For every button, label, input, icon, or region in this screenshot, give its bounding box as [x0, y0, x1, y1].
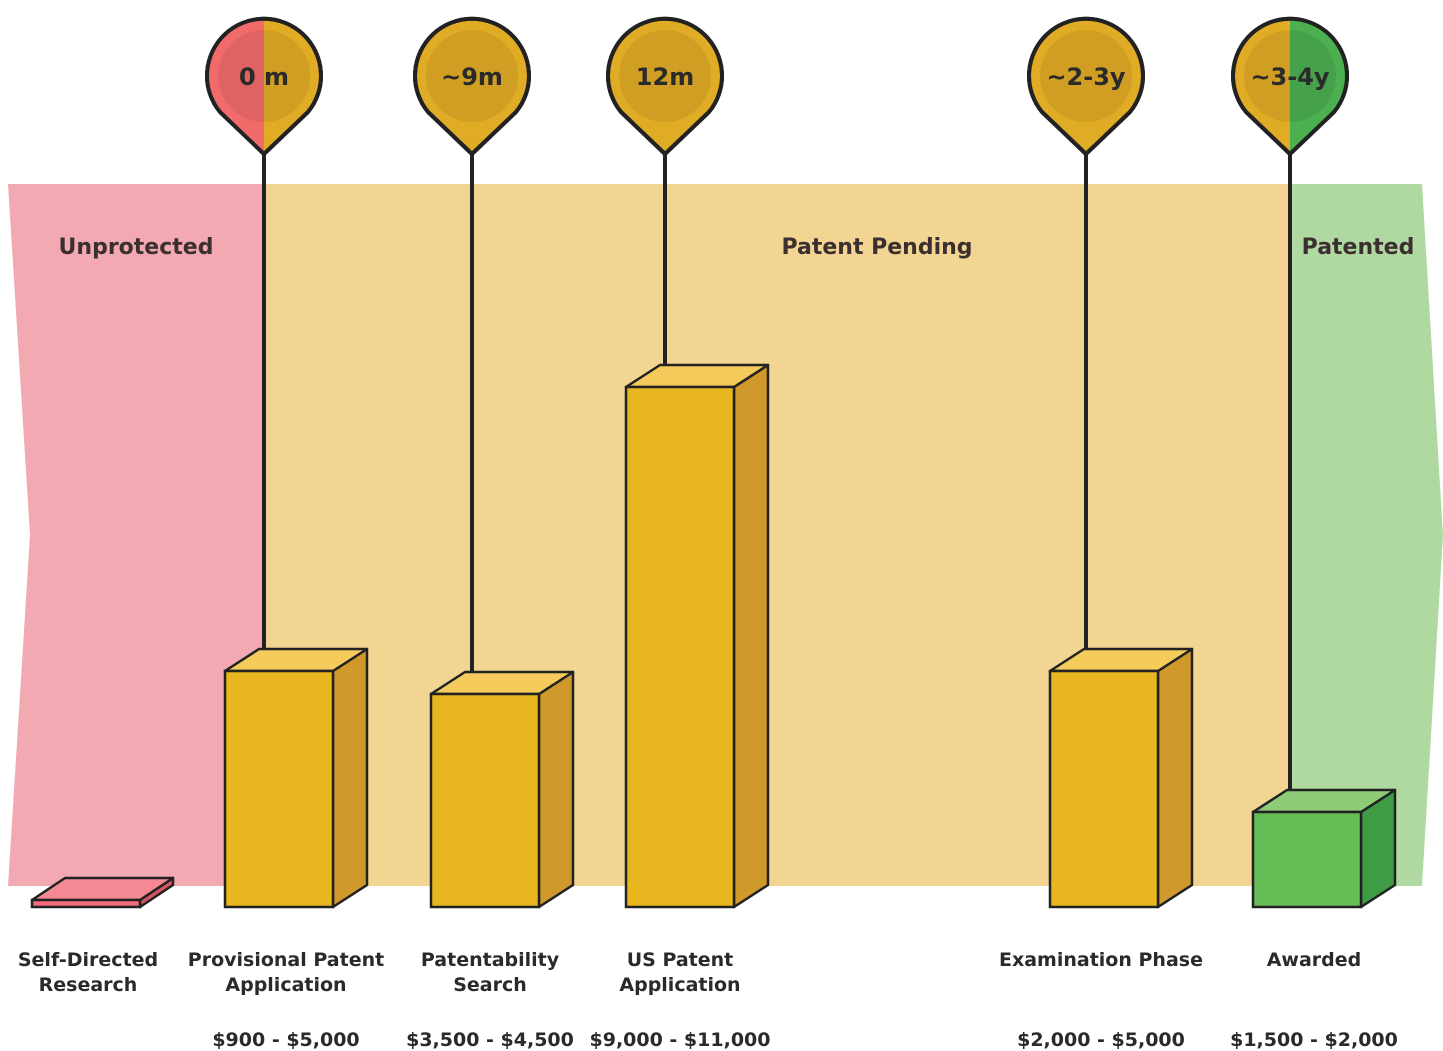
timeline-pin: ~3-4y [1231, 16, 1349, 157]
bar-patentability-search [429, 670, 575, 909]
bar-front [429, 692, 541, 909]
pin-time-label: 12m [636, 63, 694, 91]
bar-front [223, 669, 335, 909]
pin-inner-circle [619, 30, 711, 122]
bar-front [624, 385, 736, 909]
zone-backgrounds [8, 184, 1443, 886]
category-label: Patentability Search [421, 949, 560, 996]
zone-label-unprotected: Unprotected [59, 235, 214, 260]
timeline-pins: 0 m ~9m 12m ~2-3y ~3-4y [205, 16, 1349, 801]
pin-time-label: ~9m [441, 63, 503, 91]
category-label: Provisional Patent Application [188, 949, 384, 996]
pin-time-label: ~2-3y [1046, 63, 1125, 91]
pin-inner-circle [1040, 30, 1132, 122]
zone-label-patented: Patented [1302, 235, 1415, 260]
bar-front [1048, 669, 1160, 909]
timeline-pin: 12m [606, 16, 724, 157]
bar-side [732, 363, 770, 909]
pin-time-label: ~3-4y [1250, 63, 1329, 91]
category-labels: Self-Directed Research Provisional Patent A… [18, 949, 1398, 1051]
cost-label: $9,000 - $11,000 [590, 1029, 771, 1051]
category-label: US Patent Application [619, 949, 740, 996]
timeline-pin: 0 m [205, 16, 323, 157]
category-label: Examination Phase [999, 949, 1203, 971]
bar-side [537, 670, 575, 909]
cost-label: $2,000 - $5,000 [1017, 1029, 1185, 1051]
bar-side [1156, 647, 1194, 909]
bar-side [331, 647, 369, 909]
category-label: Self-Directed Research [18, 949, 158, 996]
zone-unprotected-bg [8, 184, 264, 886]
zone-patented-bg [1290, 184, 1443, 886]
pin-inner-circle [426, 30, 518, 122]
timeline-pin: ~2-3y [1027, 16, 1145, 157]
bar-awarded [1251, 788, 1397, 909]
cost-label: $1,500 - $2,000 [1230, 1029, 1398, 1051]
bar-us-patent-application [624, 363, 770, 909]
pin-inner-circle [1244, 30, 1336, 122]
pin-time-label: 0 m [239, 63, 289, 91]
category-label: Awarded [1267, 949, 1362, 971]
cost-label: $900 - $5,000 [212, 1029, 359, 1051]
bar-provisional-patent-application [223, 647, 369, 909]
bar-examination-phase [1048, 647, 1194, 909]
bar-front [1251, 810, 1363, 909]
timeline-pin: ~9m [413, 16, 531, 157]
pin-inner-circle [218, 30, 310, 122]
bar-front [30, 898, 142, 909]
cost-label: $3,500 - $4,500 [406, 1029, 574, 1051]
bar-self-directed-research [30, 876, 175, 909]
zone-label-pending: Patent Pending [781, 235, 972, 260]
cost-bars [30, 363, 1397, 909]
